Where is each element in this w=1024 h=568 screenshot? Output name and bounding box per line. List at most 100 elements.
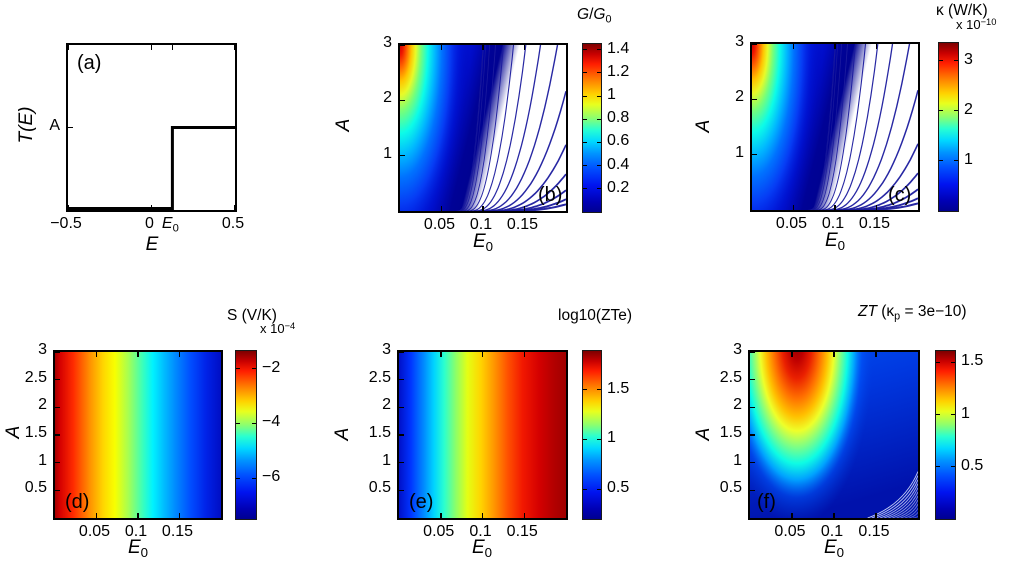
contour-line (904, 507, 918, 518)
text-segment: A (332, 427, 353, 441)
y-tick-label: 1 (733, 451, 742, 469)
x-tick-mark (481, 352, 484, 357)
text-segment: (κ (876, 303, 895, 320)
colorbar-tick-mark (951, 466, 955, 468)
x-tick-label: 0.5 (221, 215, 245, 232)
y-tick-mark (399, 434, 404, 436)
colorbar-tick-label: −2 (262, 358, 281, 376)
x-tick-mark (875, 513, 877, 518)
y-tick-label: A (49, 116, 60, 134)
y-tick-label: 1 (383, 144, 392, 162)
y-tick-mark (55, 434, 60, 436)
y-tick-label: 2 (735, 88, 744, 106)
x-tick-mark (234, 205, 235, 210)
panel-d-y-ticks: 0.5 1 1.5 2 2.5 3 (1, 341, 47, 520)
text-segment: κ (W/K) (936, 2, 988, 19)
colorbar-tick-mark (951, 361, 955, 363)
colorbar-tick-mark (583, 141, 587, 143)
contour-line (892, 495, 918, 518)
x-tick-mark (833, 352, 835, 357)
x-tick-label: 0 (145, 215, 154, 232)
panel-b-plot-area (398, 43, 568, 213)
colorbar-tick-mark (597, 95, 601, 97)
colorbar-tick-mark (936, 361, 940, 363)
panel-a-y-label: T(E) (15, 75, 39, 175)
contour-line (900, 503, 918, 518)
panel-b-letter: (b) (538, 184, 563, 206)
colorbar-tick-label: 1.2 (607, 62, 630, 80)
panel-d-colorbar (235, 350, 257, 520)
panel-f: (f) 0.05 0.1 0.15 0.5 1 1.5 2 2.5 3 E0 A ZT (κp… (693, 303, 983, 560)
x-tick-label: 0.1 (469, 523, 492, 540)
heatmap-conductance (400, 45, 566, 211)
contour-line (464, 45, 496, 211)
text-segment: S (V/K) (227, 307, 277, 324)
panel-f-letter: (f) (757, 491, 776, 513)
panel-f-plot-area (748, 350, 920, 520)
colorbar-tick-label: 1 (607, 86, 616, 104)
colorbar-tick-mark (583, 188, 587, 190)
panel-d-colorbar-title: S (V/K) (227, 307, 277, 325)
x-tick-mark (150, 45, 153, 50)
x-tick-mark (482, 45, 484, 50)
colorbar-tick-mark (597, 188, 601, 190)
panel-b-x-ticks: 0.05 0.1 0.15 (398, 216, 568, 236)
panel-e-colorbar-title: log10(ZTe) (558, 307, 632, 325)
panel-e-x-ticks: 0.05 0.1 0.15 (397, 523, 568, 543)
colorbar-tick-mark (252, 368, 256, 370)
contour-line (879, 483, 918, 518)
contour-line (816, 44, 848, 210)
text-segment: 0 (837, 238, 846, 254)
colorbar-tick-mark (583, 49, 587, 51)
x-tick-mark (875, 352, 877, 357)
text-segment: A (333, 118, 354, 132)
panel-c-y-ticks: 1 2 3 (698, 33, 744, 212)
x-tick-mark (792, 44, 795, 49)
x-tick-mark (137, 352, 139, 357)
x-tick-label: −0.5 (50, 215, 82, 232)
x-tick-label: 0.1 (124, 523, 148, 540)
text-segment: 0 (836, 545, 845, 561)
colorbar-tick-mark (583, 95, 587, 97)
y-tick-mark (400, 154, 405, 157)
colorbar-tick-mark (597, 118, 601, 120)
text-segment: −4 (284, 321, 296, 332)
y-tick-label: 3 (735, 33, 744, 50)
panel-a-plot-area (66, 43, 237, 212)
x-tick-mark (440, 352, 442, 357)
panel-d-x-label: E0 (98, 537, 178, 560)
panel-e-letter: (e) (409, 491, 434, 513)
x-tick-mark (834, 205, 836, 210)
x-tick-mark (440, 513, 442, 518)
text-segment: −10 (980, 17, 997, 28)
colorbar-tick-mark (951, 414, 955, 416)
panel-c-x-ticks: 0.05 0.1 0.15 (750, 215, 920, 235)
contour-line (819, 44, 856, 210)
contour-line (875, 479, 918, 518)
x-tick-mark (234, 45, 235, 50)
text-segment: G (593, 6, 606, 23)
contour-line (461, 45, 490, 211)
panel-c-plot-area (750, 42, 920, 212)
y-tick-mark (55, 461, 60, 464)
colorbar-tick-label: 3 (964, 50, 973, 68)
text-segment: A (3, 425, 24, 439)
y-tick-label: 3 (382, 341, 391, 358)
colorbar-tick-mark (936, 414, 940, 416)
y-tick-label: 3 (383, 34, 392, 51)
y-tick-label: 2 (382, 396, 391, 414)
colorbar-tick-mark (597, 438, 601, 440)
x-tick-mark (875, 44, 878, 49)
y-tick-mark (55, 352, 60, 353)
x-tick-mark (440, 206, 443, 211)
y-tick-mark (399, 461, 404, 464)
y-tick-mark (750, 434, 755, 436)
x-tick-mark (791, 352, 793, 357)
y-tick-mark (55, 378, 60, 381)
colorbar-tick-mark (597, 141, 601, 143)
contour-line (908, 512, 918, 518)
colorbar-tick-mark (583, 72, 587, 74)
x-tick-mark (68, 205, 69, 210)
x-tick-mark (137, 513, 139, 518)
panel-c-letter: (c) (888, 184, 912, 206)
